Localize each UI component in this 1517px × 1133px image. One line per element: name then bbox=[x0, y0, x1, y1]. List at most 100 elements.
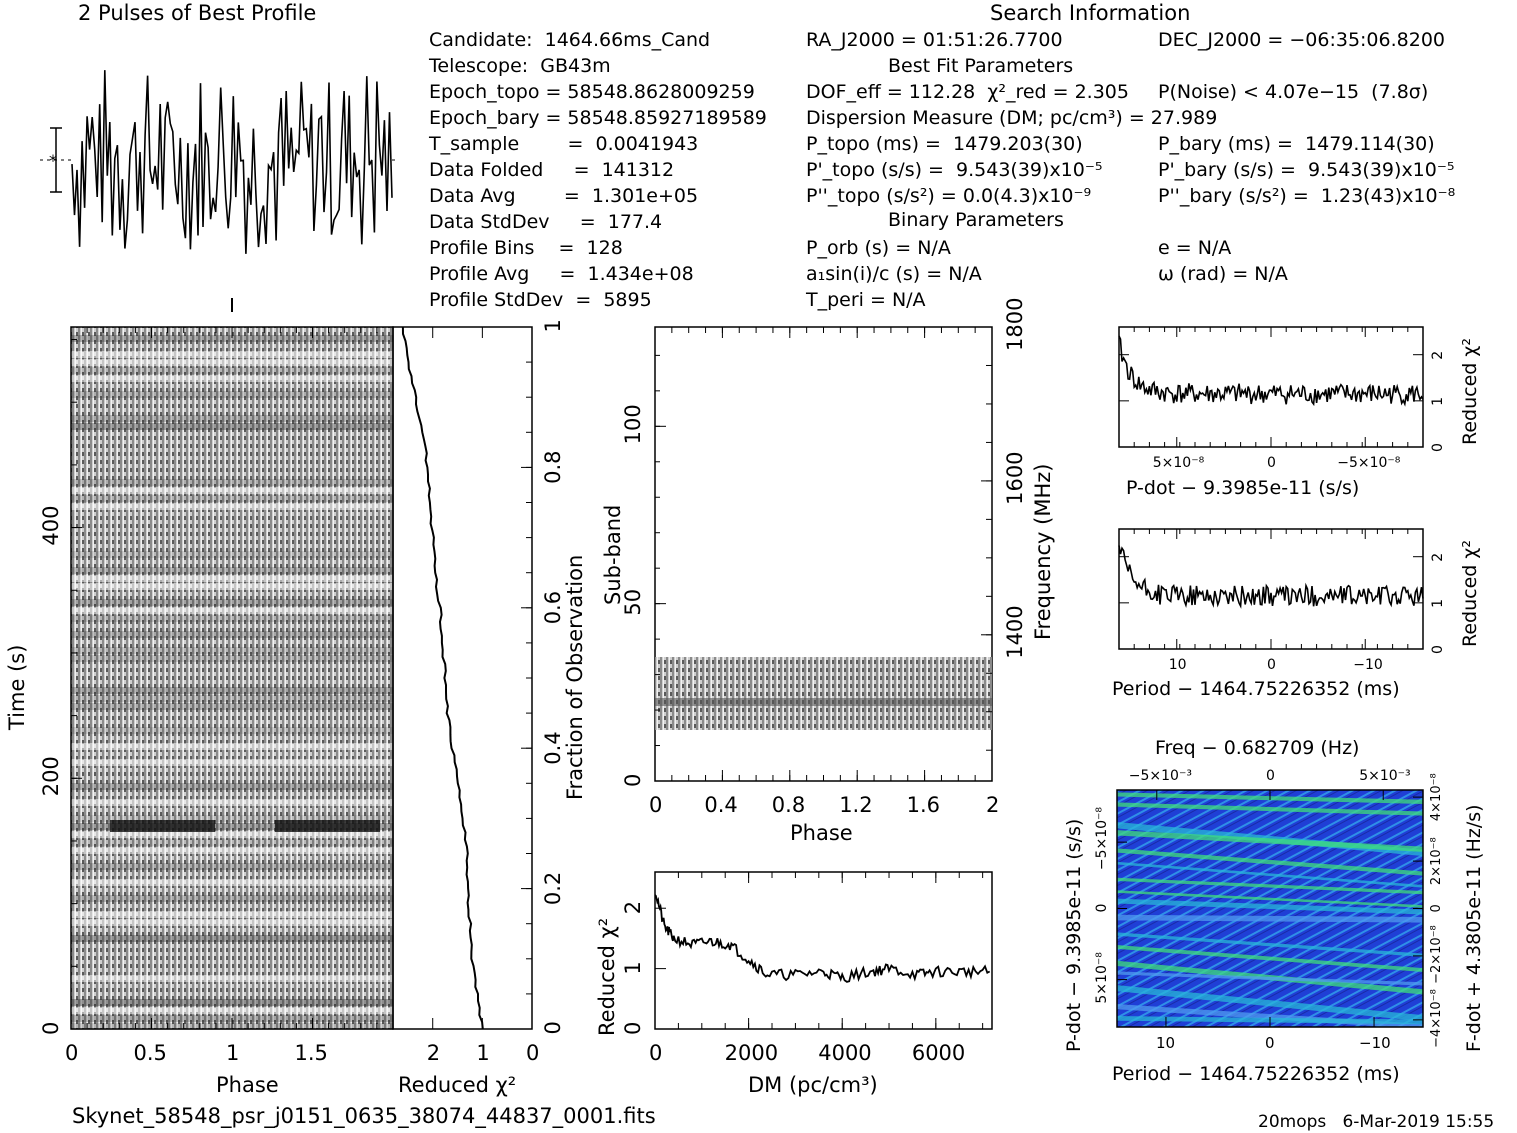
small-xtick-label: −5×10⁻⁸ bbox=[1337, 455, 1401, 471]
time-band bbox=[71, 863, 393, 870]
freq-tick-label: 0 bbox=[1266, 768, 1275, 784]
subband-panel: 0 0.4 0.8 1.2 1.6 2 0 50 100 1400 1600 1800 Phase S… bbox=[601, 298, 1055, 845]
dm-xtick-label: 2000 bbox=[725, 1041, 778, 1065]
time-band bbox=[71, 759, 393, 766]
fraction-tick-label: 0.8 bbox=[541, 450, 565, 483]
time-phase-xtick: 1 bbox=[226, 1041, 239, 1065]
extra-line-0: DEC_J2000 = −06:35:06.8200 bbox=[1158, 29, 1446, 51]
time-band bbox=[71, 599, 393, 606]
time-band bbox=[71, 351, 393, 358]
time-band bbox=[71, 823, 393, 830]
time-band bbox=[71, 783, 393, 790]
ppdot-ytick-label: 5×10⁻⁸ bbox=[1094, 952, 1110, 1004]
candidate-line-0: Candidate: 1464.66ms_Cand bbox=[429, 29, 711, 51]
ppdot-streak bbox=[1117, 914, 1423, 923]
small-xtick-label: −10 bbox=[1353, 657, 1383, 673]
time-band bbox=[71, 743, 393, 750]
small-ytick-label: 2 bbox=[1430, 553, 1446, 562]
subband-xtick-label: 0.4 bbox=[704, 793, 737, 817]
fit-line-6: P_orb (s) = N/A bbox=[806, 237, 951, 259]
time-ytick: 200 bbox=[39, 756, 63, 796]
dm-ytick-label: 0 bbox=[621, 1022, 645, 1035]
time-ytick: 0 bbox=[39, 1022, 63, 1035]
fdot-tick-label: 4×10⁻⁸ bbox=[1429, 773, 1444, 821]
ppdot-ylabel: P-dot − 9.3985e-11 (s/s) bbox=[1063, 819, 1085, 1052]
time-phase-xtick: 0 bbox=[65, 1041, 78, 1065]
extra-line-4: P''_bary (s/s²) = 1.23(43)x10⁻⁸ bbox=[1158, 185, 1456, 207]
time-band bbox=[71, 631, 393, 638]
time-phase-xtick: 0.5 bbox=[134, 1041, 167, 1065]
pulse-profile-line bbox=[71, 70, 393, 254]
fdot-tick-label: −2×10⁻⁸ bbox=[1429, 925, 1444, 984]
time-phase-xtick: 1.5 bbox=[295, 1041, 328, 1065]
search-info-title: Search Information bbox=[990, 1, 1191, 25]
ppdot-streak bbox=[1117, 898, 1423, 915]
time-band bbox=[71, 727, 393, 734]
time-band bbox=[71, 799, 393, 806]
subband-ytick-label: 0 bbox=[621, 774, 645, 787]
subband-xtick-label: 1.6 bbox=[907, 793, 940, 817]
dm-xlabel: DM (pc/cm³) bbox=[748, 1073, 878, 1097]
small-ytick-label: 1 bbox=[1430, 599, 1446, 608]
time-band bbox=[71, 335, 393, 342]
extra-line-5: e = N/A bbox=[1158, 237, 1232, 259]
subband-ytick-label: 100 bbox=[621, 404, 645, 444]
chi2-time-xtick: 0 bbox=[526, 1041, 539, 1065]
time-band bbox=[71, 655, 393, 662]
ppdot-xlabel: Period − 1464.75226352 (ms) bbox=[1112, 1063, 1400, 1085]
pdot-panel: 5×10⁻⁸ 0 −5×10⁻⁸ 0 1 2 P-dot − 9.3985e-11 (s/… bbox=[1118, 326, 1481, 499]
fraction-tick-label: 0.6 bbox=[541, 591, 565, 624]
ppdot-ytick-label: −5×10⁻⁸ bbox=[1094, 807, 1110, 871]
fit-line-1: DOF_eff = 112.28 χ²_red = 2.305 bbox=[806, 81, 1129, 103]
freq-tick-label: −5×10⁻³ bbox=[1129, 768, 1192, 784]
subband-heatmap bbox=[655, 657, 992, 730]
extra-line-1: P(Noise) < 4.07e−15 (7.8σ) bbox=[1158, 81, 1429, 103]
time-band bbox=[71, 375, 393, 382]
small-xtick-label: 0 bbox=[1267, 455, 1276, 471]
freq-title: Freq − 0.682709 (Hz) bbox=[1155, 737, 1359, 759]
fdot-tick-label: 2×10⁻⁸ bbox=[1429, 837, 1444, 885]
candidate-line-8: Profile Bins = 128 bbox=[429, 237, 623, 259]
ppdot-streak bbox=[1100, 1116, 1440, 1133]
fit-line-0: RA_J2000 = 01:51:26.7700 bbox=[806, 29, 1063, 51]
subband-ytick-label: 50 bbox=[621, 589, 645, 616]
dm-ytick-label: 1 bbox=[621, 961, 645, 974]
ppdot-streak bbox=[1117, 877, 1423, 895]
time-band bbox=[71, 935, 393, 942]
freq-tick-label: 1400 bbox=[1003, 605, 1027, 658]
extra-line-3: P'_bary (s/s) = 9.543(39)x10⁻⁵ bbox=[1158, 159, 1455, 181]
time-band bbox=[71, 695, 393, 702]
freq-tick-label: 5×10⁻³ bbox=[1359, 768, 1410, 784]
time-phase-panel: 0 0.5 1 1.5 0 200 400 Phase Time (s) bbox=[5, 298, 394, 1097]
time-band bbox=[71, 647, 393, 654]
extra-line-2: P_bary (ms) = 1479.114(30) bbox=[1158, 133, 1435, 155]
time-band bbox=[71, 975, 393, 982]
candidate-line-3: Epoch_bary = 58548.85927189589 bbox=[429, 107, 767, 129]
time-band bbox=[71, 1007, 393, 1014]
fit-line-4: P'_topo (s/s) = 9.543(39)x10⁻⁵ bbox=[806, 159, 1103, 181]
pdot-xlabel: P-dot − 9.3985e-11 (s/s) bbox=[1126, 477, 1359, 499]
period-xlabel: Period − 1464.75226352 (ms) bbox=[1112, 678, 1400, 700]
time-band bbox=[71, 423, 393, 430]
dm-xtick-label: 4000 bbox=[818, 1041, 871, 1065]
ppdot-streak bbox=[1100, 761, 1440, 763]
ppdot-streak bbox=[1100, 1087, 1440, 1104]
candidate-line-6: Data Avg = 1.301e+05 bbox=[429, 185, 699, 207]
time-band bbox=[71, 911, 393, 918]
binary-title: Binary Parameters bbox=[888, 209, 1064, 231]
time-band bbox=[71, 551, 393, 558]
pulse-streak bbox=[110, 820, 215, 832]
fit-line-8: T_peri = N/A bbox=[806, 289, 926, 311]
chi2-time-panel: 2 1 00 0.2 0.4 0.6 0.8 1 Reduced χ² Fraction of… bbox=[392, 319, 587, 1097]
ppdot-streak bbox=[1117, 848, 1423, 876]
time-band bbox=[71, 895, 393, 902]
chi2-time-xlabel: Reduced χ² bbox=[398, 1073, 516, 1097]
chi2-time-xtick: 2 bbox=[427, 1041, 440, 1065]
time-band bbox=[71, 479, 393, 486]
time-band bbox=[71, 815, 393, 822]
fraction-tick-label: 0.2 bbox=[541, 872, 565, 905]
dm-xtick-label: 6000 bbox=[912, 1041, 965, 1065]
time-band bbox=[71, 607, 393, 614]
time-band bbox=[71, 495, 393, 502]
fdot-tick-label: 0 bbox=[1429, 904, 1444, 912]
